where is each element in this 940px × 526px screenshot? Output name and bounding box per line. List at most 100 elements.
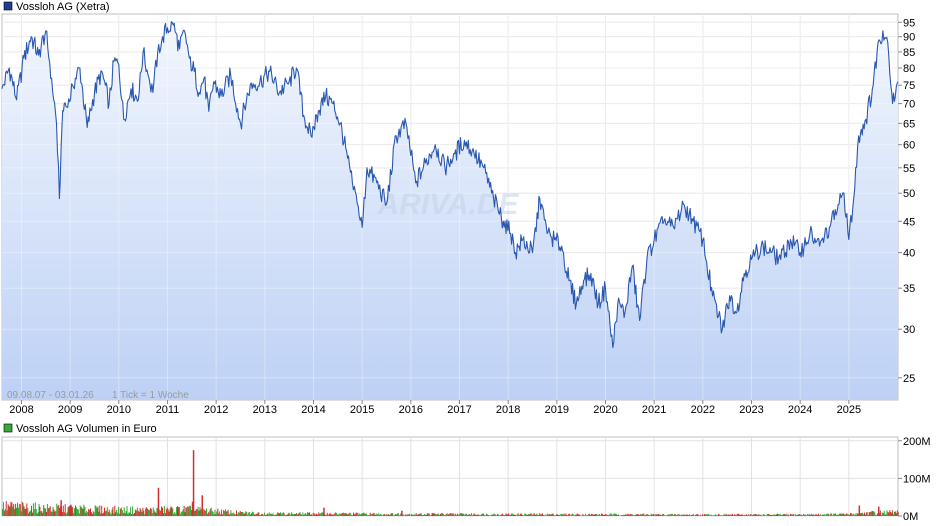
volume-bar — [897, 512, 899, 516]
volume-bar — [268, 512, 270, 516]
volume-bar — [96, 508, 98, 516]
volume-bar — [305, 513, 307, 516]
volume-bar — [189, 505, 191, 516]
volume-bar — [612, 515, 614, 516]
volume-bar — [828, 514, 830, 516]
volume-bar — [470, 514, 471, 516]
volume-bar — [108, 509, 110, 516]
volume-bar — [260, 514, 262, 516]
volume-bar — [114, 505, 116, 516]
volume-bar — [236, 514, 238, 516]
volume-bar — [320, 513, 322, 516]
volume-bar — [638, 514, 640, 516]
price-chart-title: Vossloh AG (Xetra) — [16, 1, 110, 13]
volume-bar — [461, 513, 463, 516]
volume-bar — [703, 515, 704, 516]
volume-bar — [300, 514, 302, 516]
volume-bar — [333, 514, 335, 516]
volume-bar — [718, 514, 719, 516]
volume-bar — [397, 513, 398, 516]
volume-bar — [238, 512, 240, 516]
volume-bar — [494, 513, 496, 516]
volume-bar — [28, 513, 30, 516]
volume-bar — [366, 513, 368, 516]
volume-bar — [32, 512, 33, 516]
volume-bar — [753, 514, 755, 516]
volume-bar — [776, 514, 777, 516]
volume-bar — [485, 513, 487, 516]
volume-bar — [846, 513, 848, 516]
volume-bar — [522, 515, 524, 516]
volume-bar — [330, 514, 332, 516]
volume-bar — [404, 515, 406, 516]
volume-bar — [416, 514, 418, 516]
volume-bar — [332, 514, 334, 516]
price-y-tick-label: 40 — [903, 248, 915, 260]
volume-bar — [122, 512, 124, 516]
volume-bar — [397, 513, 399, 516]
volume-bar — [399, 514, 401, 516]
volume-bar — [781, 515, 783, 516]
volume-bar — [369, 512, 371, 516]
volume-bar — [308, 512, 310, 516]
volume-bar — [689, 515, 691, 516]
volume-bar — [284, 515, 286, 516]
volume-bar — [233, 512, 235, 516]
volume-spike-bar — [401, 510, 403, 516]
volume-bar — [526, 514, 528, 516]
volume-bar — [568, 514, 570, 516]
volume-bar — [689, 514, 690, 516]
volume-bar — [484, 515, 486, 516]
volume-bar — [468, 514, 470, 516]
volume-bar — [119, 513, 120, 516]
volume-bar — [574, 514, 576, 516]
volume-bar — [752, 514, 754, 516]
volume-bar — [735, 514, 737, 516]
volume-bar — [314, 515, 316, 516]
volume-bar — [2, 508, 3, 516]
volume-bar — [518, 515, 520, 516]
volume-bar — [797, 514, 799, 516]
volume-bar — [832, 515, 834, 516]
volume-bar — [794, 514, 796, 516]
volume-bar — [550, 514, 552, 516]
volume-bar — [540, 514, 542, 516]
volume-bar — [84, 506, 86, 516]
volume-bar — [746, 514, 748, 516]
volume-bar — [837, 514, 839, 516]
volume-bar — [267, 514, 269, 516]
volume-bar — [660, 515, 662, 516]
volume-bar — [478, 514, 480, 516]
volume-bar — [344, 513, 346, 516]
volume-bar — [850, 512, 851, 516]
volume-bar — [235, 514, 237, 516]
volume-bar — [764, 515, 766, 516]
volume-bar — [663, 514, 665, 516]
volume-bar — [734, 514, 736, 516]
volume-bar — [630, 514, 631, 516]
volume-bar — [289, 513, 291, 516]
volume-bar — [283, 513, 285, 516]
volume-bar — [721, 515, 723, 516]
volume-bar — [285, 515, 287, 516]
volume-bar — [385, 513, 387, 516]
volume-bar — [153, 510, 155, 516]
volume-bar — [821, 514, 823, 516]
volume-bar — [324, 514, 326, 516]
volume-bar — [813, 514, 815, 516]
volume-bar — [675, 515, 677, 516]
volume-bar — [606, 514, 608, 516]
volume-bar — [713, 515, 715, 516]
volume-bar — [252, 512, 254, 516]
volume-bar — [231, 513, 233, 516]
volume-bar — [442, 513, 444, 516]
volume-bar — [821, 515, 822, 516]
volume-bar — [740, 514, 742, 516]
volume-bar — [657, 514, 659, 516]
volume-bar — [601, 513, 602, 516]
volume-bar — [543, 515, 545, 516]
volume-bar — [351, 515, 353, 516]
volume-bar — [187, 506, 189, 516]
volume-bar — [168, 511, 170, 516]
volume-bar — [680, 514, 682, 516]
